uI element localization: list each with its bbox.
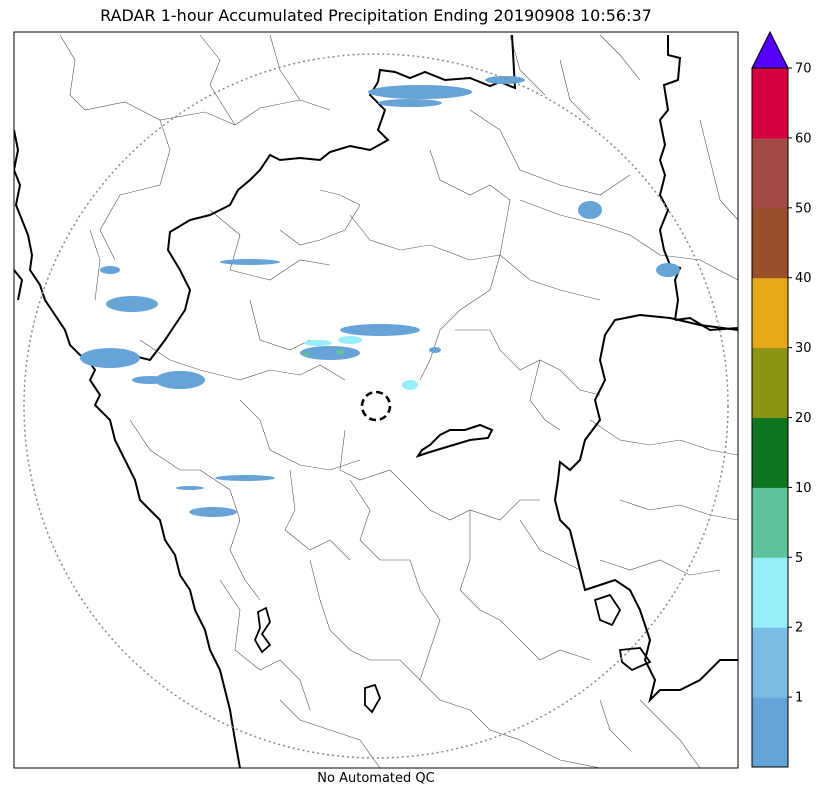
colorbar-bin xyxy=(752,137,788,209)
radar-range-ring xyxy=(23,53,729,759)
colorbar-overflow-arrow xyxy=(751,30,789,69)
map-layers xyxy=(14,34,738,768)
colorbar-label: 60 xyxy=(795,131,812,146)
colorbar: 1 2 5 10 20 30 40 50 60 70 xyxy=(751,30,812,768)
colorbar-bin xyxy=(752,557,788,628)
radar-site-marker xyxy=(360,390,392,422)
colorbar-bin xyxy=(752,417,788,488)
colorbar-bin xyxy=(752,347,788,418)
colorbar-bin xyxy=(752,627,788,698)
colorbar-label: 5 xyxy=(795,551,803,566)
water-bodies xyxy=(253,593,652,714)
colorbar-bin xyxy=(752,277,788,349)
colorbar-outline xyxy=(751,67,789,768)
colorbar-label: 70 xyxy=(795,62,812,77)
colorbar-label: 30 xyxy=(795,341,812,356)
state-borders xyxy=(109,34,738,704)
colorbar-label: 20 xyxy=(795,411,812,426)
colorbar-bin xyxy=(752,68,788,139)
map-title: RADAR 1-hour Accumulated Precipitation E… xyxy=(100,6,652,25)
colorbar-bin xyxy=(752,697,788,768)
district-borders xyxy=(59,34,738,768)
colorbar-label: 1 xyxy=(795,691,803,706)
precipitation-echoes xyxy=(80,76,680,517)
colorbar-label: 2 xyxy=(795,621,803,636)
colorbar-bin xyxy=(752,487,788,558)
colorbar-label: 50 xyxy=(795,201,812,216)
colorbar-label: 10 xyxy=(795,481,812,496)
map-frame xyxy=(13,31,739,769)
colorbar-label: 40 xyxy=(795,271,812,286)
coastline xyxy=(14,129,241,768)
colorbar-bin xyxy=(752,207,788,279)
qc-note: No Automated QC xyxy=(317,771,435,786)
